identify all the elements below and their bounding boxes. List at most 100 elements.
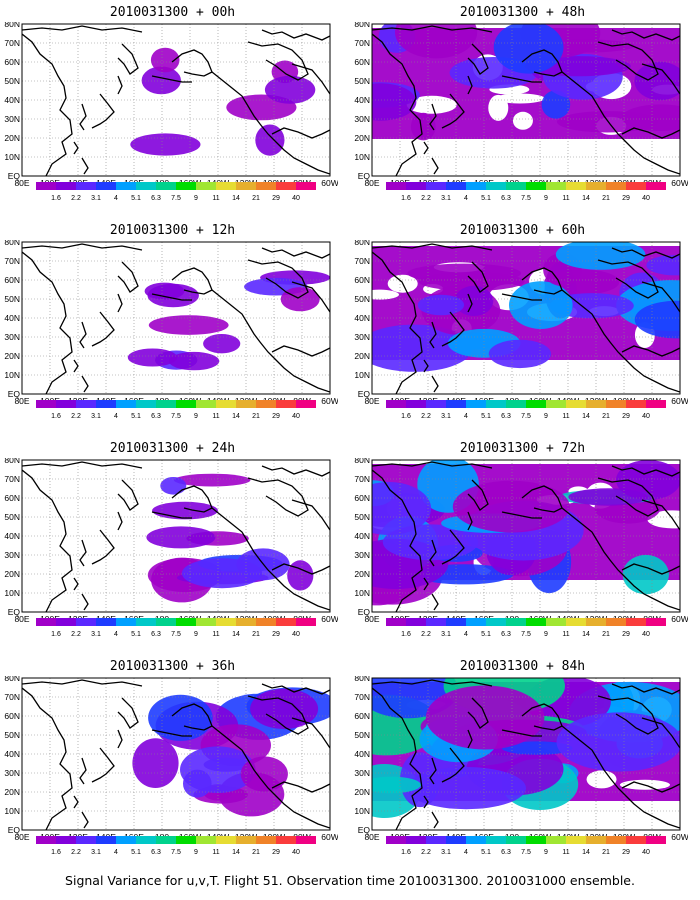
colorbar-label: 40 <box>642 631 650 638</box>
y-tick-label: 20N <box>354 351 370 361</box>
colorbar-label: 5.1 <box>131 195 141 202</box>
y-tick-label: 30N <box>354 114 370 124</box>
colorbar-label: 40 <box>292 195 300 202</box>
colorbar-swatch <box>606 182 626 190</box>
colorbar-label: 1.6 <box>401 413 411 420</box>
colorbar-swatch <box>176 618 196 626</box>
y-tick-label: EQ <box>358 171 371 181</box>
colorbar-swatch <box>296 618 316 626</box>
colorbar-label: 2.2 <box>421 195 431 202</box>
panel-title: 2010031300 + 84h <box>459 659 586 674</box>
colorbar-swatch <box>36 618 56 626</box>
coastlines <box>22 461 330 612</box>
y-tick-label: 80N <box>4 458 20 465</box>
y-tick-label: 40N <box>354 531 370 541</box>
colorbar-label: 3.1 <box>91 413 101 420</box>
colorbar-swatch <box>276 400 296 408</box>
y-tick-label: 50N <box>4 76 20 86</box>
colorbar-swatch <box>56 618 76 626</box>
x-tick-label: 80E <box>14 178 29 188</box>
variance-field <box>146 473 314 603</box>
colorbar-swatch <box>276 182 296 190</box>
coastlines <box>372 243 680 394</box>
y-tick-label: 50N <box>354 294 370 304</box>
colorbar-label: 14 <box>582 631 590 638</box>
colorbar-swatch <box>56 182 76 190</box>
y-tick-label: 30N <box>354 768 370 778</box>
colorbar-label: 40 <box>292 849 300 856</box>
colorbar-label: 2.2 <box>421 849 431 856</box>
y-tick-label: EQ <box>8 825 21 835</box>
colorbar-label: 6.3 <box>151 849 161 856</box>
colorbar-label: 4 <box>464 849 468 856</box>
colorbar-label: 7.5 <box>521 413 531 420</box>
panel-36h: 2010031300 + 36h EQ 10N 20N 30N 40N 50N 60N 70N 8… <box>0 658 345 880</box>
colorbar-label: 9 <box>194 413 198 420</box>
colorbar-swatch <box>76 400 96 408</box>
colorbar-label: 40 <box>642 849 650 856</box>
colorbar-label: 1.6 <box>51 631 61 638</box>
panel-title: 2010031300 + 00h <box>109 5 236 20</box>
colorbar-label: 11 <box>212 849 219 856</box>
colorbar-swatch <box>546 618 566 626</box>
y-tick-label: 30N <box>4 550 20 560</box>
colorbar-swatch <box>386 618 406 626</box>
colorbar-swatch <box>136 182 156 190</box>
colorbar-swatch <box>586 182 606 190</box>
y-tick-label: 40N <box>4 313 20 323</box>
colorbar-swatch <box>546 182 566 190</box>
panel-60h: 2010031300 + 60h EQ 10N 20N 30N 40N 50N 60N 70N 8… <box>350 222 695 444</box>
colorbar-swatch <box>626 836 646 844</box>
colorbar: 1.6 2.2 3.1 4 5.1 6.3 7.5 9 11 14 21 29 40 <box>36 400 316 420</box>
colorbar-label: 9 <box>194 849 198 856</box>
colorbar-label: 3.1 <box>91 631 101 638</box>
y-tick-label: 10N <box>4 588 20 598</box>
colorbar-swatch <box>296 836 316 844</box>
colorbar-label: 3.1 <box>91 195 101 202</box>
y-tick-label: 70N <box>4 692 20 702</box>
colorbar-label: 6.3 <box>151 631 161 638</box>
y-tick-label: 70N <box>354 692 370 702</box>
y-tick-label: 60N <box>354 57 370 67</box>
y-tick-label: 50N <box>4 512 20 522</box>
colorbar-label: 5.1 <box>481 849 491 856</box>
colorbar-swatch <box>646 400 666 408</box>
y-tick-label: 10N <box>354 370 370 380</box>
y-tick-label: EQ <box>358 389 371 399</box>
colorbar-swatch <box>116 182 136 190</box>
colorbar-label: 11 <box>212 195 219 202</box>
colorbar-label: 29 <box>272 849 280 856</box>
colorbar-swatch <box>386 182 406 190</box>
colorbar-label: 11 <box>562 413 569 420</box>
y-tick-label: EQ <box>358 607 371 617</box>
colorbar-swatch <box>196 400 216 408</box>
colorbar-label: 40 <box>292 413 300 420</box>
colorbar-label: 21 <box>252 631 260 638</box>
y-tick-label: 40N <box>4 531 20 541</box>
colorbar-label: 40 <box>642 413 650 420</box>
variance-field <box>372 24 680 141</box>
y-tick-label: 30N <box>354 550 370 560</box>
colorbar-label: 21 <box>602 849 610 856</box>
colorbar-swatch <box>426 400 446 408</box>
colorbar-swatch <box>176 836 196 844</box>
colorbar-swatch <box>566 836 586 844</box>
coastlines <box>372 679 680 830</box>
colorbar-label: 29 <box>622 195 630 202</box>
y-tick-label: 70N <box>4 38 20 48</box>
colorbar-swatch <box>466 182 486 190</box>
map-plot: EQ10N20N30N40N50N60N70N80N80E100E120E140… <box>4 22 338 188</box>
colorbar-swatch <box>276 836 296 844</box>
colorbar-swatch <box>386 400 406 408</box>
x-tick-label: 60W <box>671 178 688 188</box>
colorbar-label: 5.1 <box>481 631 491 638</box>
y-tick-label: 80N <box>4 240 20 247</box>
colorbar-label: 1.6 <box>401 195 411 202</box>
colorbar-swatch <box>586 618 606 626</box>
colorbar-swatch <box>486 836 506 844</box>
colorbar-swatch <box>256 182 276 190</box>
x-tick-label: 80E <box>14 832 29 842</box>
y-tick-label: 50N <box>354 730 370 740</box>
colorbar-label: 14 <box>232 849 240 856</box>
x-tick-label: 60W <box>321 396 338 406</box>
